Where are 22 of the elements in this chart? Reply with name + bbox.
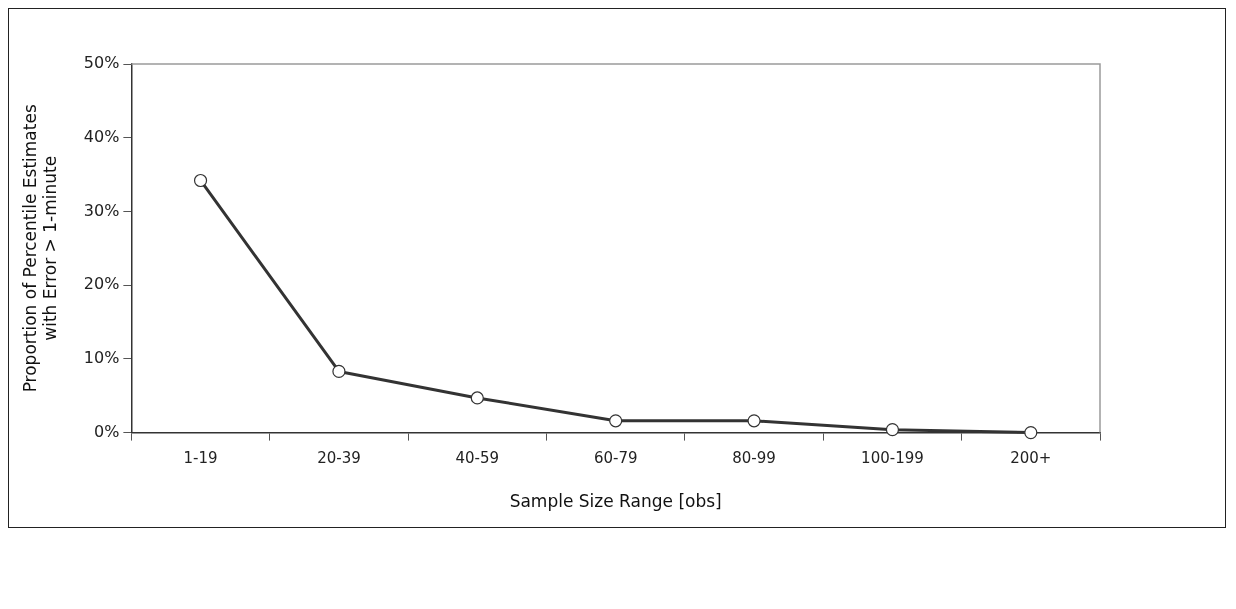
y-tick-label: 0%: [93, 421, 120, 441]
point: [193, 173, 208, 188]
x-tick-label: 20-39: [317, 449, 361, 468]
x-tick-label: 1-19: [183, 449, 218, 468]
point: [885, 423, 900, 437]
point: [609, 414, 623, 428]
x-tick-label: 60-79: [593, 449, 638, 468]
point: [332, 364, 346, 379]
y-axis-title: Proportion of Percentile Estimates with Error > 1-minute: [19, 104, 61, 393]
y-tick-label: 20%: [83, 274, 120, 294]
x-tick-label: 100-199: [861, 449, 924, 468]
x-tick-label: 200+: [1010, 449, 1052, 468]
y-tick-label: 30%: [83, 200, 120, 220]
x-tick-label: 80-99: [732, 449, 776, 468]
point: [470, 391, 484, 405]
y-tick-label: 10%: [83, 348, 120, 368]
point: [1024, 426, 1038, 440]
point: [747, 414, 761, 428]
y-tick-label: 40%: [83, 126, 120, 146]
x-tick-label: 40-59: [455, 449, 500, 468]
y-tick-label: 50%: [83, 53, 120, 73]
x-axis-title: Sample Size Range [obs]: [509, 491, 722, 512]
